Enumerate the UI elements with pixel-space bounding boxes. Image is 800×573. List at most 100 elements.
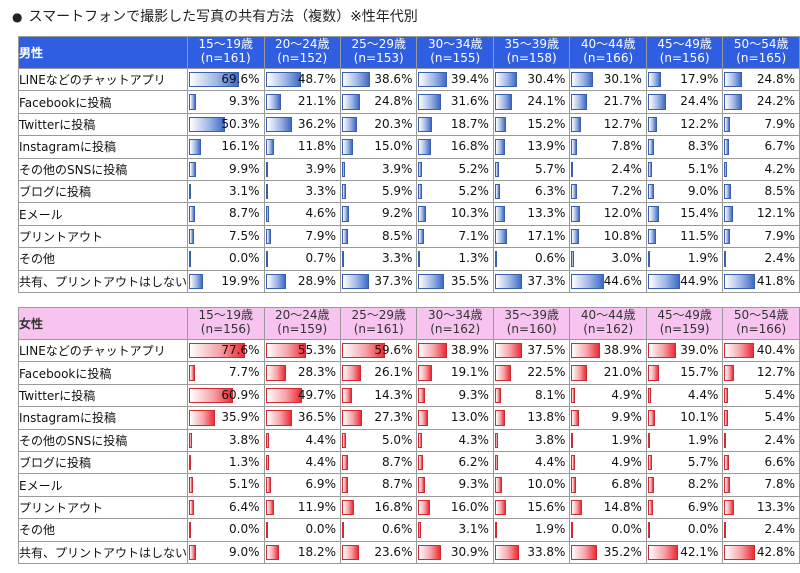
value-cell: 48.7% bbox=[263, 67, 341, 92]
bar-mark bbox=[189, 72, 240, 88]
bar-mark bbox=[571, 454, 575, 471]
value-label: 16.8% bbox=[374, 499, 413, 514]
sample-size: (n=162) bbox=[583, 322, 634, 336]
table-row: Facebookに投稿 9.3% 21.1% 24.8% 31.6% 24.1% 21.7%… bbox=[17, 90, 800, 114]
value-label: 35.2% bbox=[603, 544, 642, 559]
bar-mark bbox=[571, 432, 574, 448]
value-cell: 15.6% bbox=[492, 495, 571, 520]
table-row: ブログに投稿 3.1% 3.3% 5.9% 5.2% 6.3% 7.2% 9.0% 8.5% bbox=[17, 179, 800, 204]
value-label: 60.9% bbox=[221, 387, 260, 402]
age-column-header: 25～29歳 (n=153) bbox=[339, 36, 418, 69]
bar-mark bbox=[724, 72, 743, 88]
row-label: Eメール bbox=[17, 473, 189, 497]
bar-mark bbox=[647, 499, 653, 516]
value-cell: 28.3% bbox=[263, 361, 341, 385]
value-label: 18.2% bbox=[297, 544, 336, 559]
value-label: 44.9% bbox=[680, 273, 719, 288]
value-cell: 30.9% bbox=[416, 540, 494, 564]
bar-mark bbox=[341, 183, 347, 200]
bar-mark bbox=[571, 410, 579, 426]
value-label: 5.4% bbox=[764, 410, 796, 425]
value-label: 11.5% bbox=[680, 228, 719, 243]
value-cell: 5.0% bbox=[339, 428, 418, 452]
value-cell: 5.7% bbox=[645, 450, 724, 475]
bar-mark bbox=[724, 206, 734, 222]
bar-mark bbox=[189, 410, 216, 426]
value-cell: 18.2% bbox=[263, 540, 341, 564]
value-label: 30.1% bbox=[603, 72, 642, 86]
value-cell: 5.9% bbox=[339, 179, 418, 204]
value-label: 9.0% bbox=[229, 544, 260, 559]
bar-mark bbox=[418, 273, 445, 289]
bar-mark bbox=[571, 183, 577, 200]
chart-title: ● スマートフォンで撮影した写真の共有方法（複数）※性年代別 bbox=[12, 6, 418, 28]
age-label: 20～24歳 bbox=[274, 308, 330, 323]
value-label: 4.4% bbox=[305, 432, 336, 447]
value-label: 8.5% bbox=[764, 183, 796, 198]
bar-mark bbox=[647, 161, 652, 177]
bar-mark bbox=[494, 387, 501, 404]
value-label: 8.7% bbox=[381, 477, 413, 492]
value-label: 9.3% bbox=[458, 387, 489, 402]
table-row: LINEなどのチャットアプリ 77.6% 55.3% 59.6% 38.9% 37.5% 3… bbox=[17, 338, 800, 363]
bar-mark bbox=[189, 116, 226, 133]
value-cell: 0.0% bbox=[263, 518, 341, 542]
value-label: 22.5% bbox=[527, 365, 566, 380]
bar-mark bbox=[418, 387, 426, 404]
value-label: 9.9% bbox=[611, 410, 642, 425]
value-cell: 16.8% bbox=[416, 135, 494, 159]
male-table: 男性 15～19歳 (n=161) 20～24歳 (n=152) 25～29歳 (n=153… bbox=[17, 36, 800, 293]
bar-mark bbox=[571, 72, 594, 88]
value-label: 7.2% bbox=[611, 183, 642, 198]
value-label: 30.4% bbox=[527, 72, 566, 86]
age-label: 15～19歳 bbox=[198, 308, 254, 323]
bar-mark bbox=[418, 365, 433, 381]
table-row: Eメール 8.7% 4.6% 9.2% 10.3% 13.3% 12.0% 15.4% 12.1… bbox=[17, 202, 800, 226]
bar-mark bbox=[647, 477, 654, 493]
value-label: 38.6% bbox=[374, 72, 413, 86]
value-label: 8.3% bbox=[687, 139, 719, 154]
value-label: 17.1% bbox=[527, 228, 566, 243]
bar-mark bbox=[265, 139, 275, 155]
value-label: 42.1% bbox=[680, 544, 719, 559]
value-label: 18.7% bbox=[450, 116, 489, 131]
value-cell: 11.9% bbox=[263, 495, 341, 520]
value-cell: 9.3% bbox=[416, 383, 494, 408]
value-cell: 4.2% bbox=[722, 157, 800, 181]
bar-mark bbox=[341, 94, 360, 110]
value-label: 6.4% bbox=[229, 499, 260, 514]
value-label: 1.9% bbox=[687, 432, 719, 447]
value-label: 3.8% bbox=[534, 432, 566, 447]
value-cell: 10.8% bbox=[569, 224, 647, 249]
row-label: その他 bbox=[17, 247, 189, 271]
bar-mark bbox=[494, 139, 506, 155]
header-row: 男性 15～19歳 (n=161) 20～24歳 (n=152) 25～29歳 (n=153… bbox=[17, 36, 800, 69]
value-cell: 4.3% bbox=[416, 428, 494, 452]
value-label: 5.9% bbox=[381, 183, 413, 198]
age-label: 45～49歳 bbox=[657, 37, 712, 52]
value-cell: 5.2% bbox=[416, 157, 494, 181]
value-cell: 21.1% bbox=[263, 90, 341, 114]
value-cell: 7.5% bbox=[187, 224, 265, 249]
age-label: 50～54歳 bbox=[733, 308, 789, 323]
bar-mark bbox=[265, 544, 279, 560]
bar-mark bbox=[189, 94, 196, 110]
bar-mark bbox=[494, 161, 500, 177]
value-cell: 28.9% bbox=[263, 269, 341, 293]
bar-mark bbox=[571, 251, 574, 267]
bar-mark bbox=[724, 499, 735, 516]
age-column-header: 45～49歳 (n=156) bbox=[645, 36, 724, 69]
bar-mark bbox=[571, 273, 604, 289]
value-cell: 18.7% bbox=[416, 112, 494, 137]
value-label: 9.2% bbox=[381, 206, 413, 221]
value-label: 13.3% bbox=[527, 206, 566, 221]
value-cell: 2.4% bbox=[722, 518, 800, 542]
value-cell: 30.4% bbox=[492, 67, 571, 92]
sample-size: (n=158) bbox=[506, 51, 557, 65]
value-cell: 49.7% bbox=[263, 383, 341, 408]
value-label: 2.4% bbox=[764, 522, 796, 537]
value-cell: 2.4% bbox=[722, 247, 800, 271]
value-cell: 0.0% bbox=[645, 518, 724, 542]
row-label: プリントアウト bbox=[17, 495, 189, 520]
value-label: 38.9% bbox=[450, 343, 489, 357]
